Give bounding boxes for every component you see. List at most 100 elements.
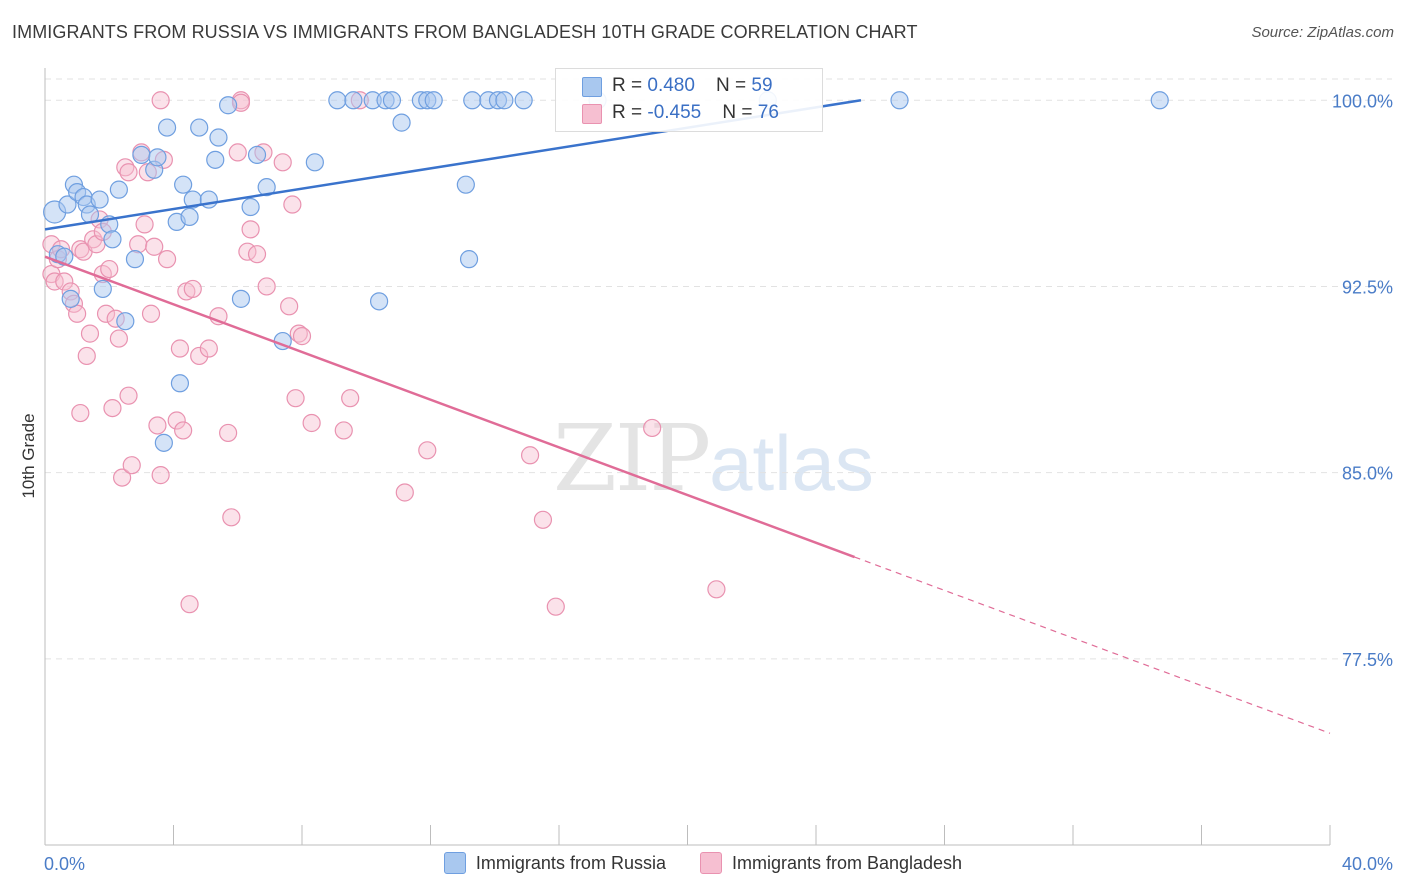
- stats-n-value-russia: 59: [751, 75, 773, 96]
- bangladesh-point-48: [219, 423, 238, 443]
- bangladesh-point-24: [112, 468, 132, 487]
- bangladesh-point-61: [289, 324, 308, 343]
- bangladesh-point-68: [520, 446, 540, 465]
- russia-point-23: [170, 374, 190, 393]
- russia-point-38: [328, 91, 347, 110]
- legend: Immigrants from Russia Immigrants from B…: [0, 852, 1406, 874]
- bangladesh-point-25: [116, 158, 135, 177]
- stats-swatch-bangladesh: [582, 104, 602, 124]
- bangladesh-point-5: [55, 272, 74, 291]
- russia-point-16: [125, 250, 145, 269]
- stats-box: R = 0.480 N = 59 R = -0.455 N = 76: [555, 68, 823, 132]
- legend-label-russia: Immigrants from Russia: [475, 852, 666, 873]
- russia-point-43: [382, 91, 402, 110]
- bangladesh-point-50: [228, 143, 247, 162]
- bangladesh-point-70: [546, 597, 565, 616]
- bangladesh-point-2: [45, 272, 64, 291]
- russia-point-32: [231, 289, 251, 308]
- stats-n-value-bangladesh: 76: [757, 102, 779, 123]
- stats-r-label-russia: R =: [612, 75, 648, 96]
- russia-point-15: [116, 312, 135, 331]
- bangladesh-point-10: [71, 403, 90, 423]
- legend-swatch-russia: [443, 852, 466, 874]
- y-tick-label-0: 100.0%: [1332, 91, 1393, 111]
- bangladesh-point-67: [418, 441, 437, 460]
- bangladesh-point-33: [141, 304, 161, 323]
- bangladesh-point-35: [148, 416, 167, 435]
- axes: [44, 68, 1331, 846]
- russia-point-48: [456, 175, 475, 194]
- bangladesh-point-34: [145, 237, 164, 256]
- russia-points: [43, 91, 1169, 452]
- russia-point-34: [247, 145, 267, 164]
- russia-point-33: [241, 197, 260, 217]
- russia-point-53: [495, 91, 514, 110]
- bangladesh-point-26: [119, 386, 138, 405]
- bangladesh-point-46: [199, 339, 218, 358]
- y-axis-title: 10th Grade: [19, 413, 38, 498]
- russia-point-57: [890, 91, 909, 110]
- stats-swatch-russia: [582, 77, 602, 97]
- bangladesh-point-31: [135, 215, 154, 234]
- bangladesh-point-53: [241, 220, 260, 239]
- bangladesh-point-60: [286, 389, 305, 408]
- russia-point-54: [514, 91, 533, 110]
- bangladesh-point-49: [222, 508, 241, 527]
- bangladesh-point-29: [129, 235, 148, 254]
- bangladesh-point-28: [122, 456, 141, 475]
- bangladesh-point-14: [84, 230, 103, 249]
- bangladesh-point-45: [190, 346, 209, 366]
- russia-point-3: [58, 195, 77, 214]
- bangladesh-trend-extension: [854, 556, 1331, 734]
- bangladesh-point-20: [100, 259, 119, 279]
- bangladesh-point-59: [283, 195, 302, 214]
- russia-point-11: [93, 279, 112, 299]
- bangladesh-point-40: [170, 339, 190, 358]
- bangladesh-point-36: [151, 466, 170, 485]
- y-tick-label-1: 92.5%: [1342, 277, 1393, 297]
- legend-item-bangladesh[interactable]: Immigrants from Bangladesh: [699, 852, 962, 874]
- bangladesh-point-72: [707, 580, 726, 599]
- russia-point-13: [103, 230, 122, 249]
- bangladesh-point-56: [257, 277, 276, 296]
- russia-point-4: [61, 289, 80, 308]
- chart-title: IMMIGRANTS FROM RUSSIA VS IMMIGRANTS FRO…: [12, 22, 918, 42]
- source-credit: Source: ZipAtlas.com: [1251, 24, 1394, 41]
- x-tick-label-left: 0.0%: [44, 854, 85, 874]
- bangladesh-point-19: [96, 304, 116, 323]
- y-tick-label-3: 77.5%: [1342, 650, 1393, 670]
- legend-swatch-bangladesh: [699, 852, 722, 874]
- bangladesh-point-12: [77, 346, 96, 366]
- watermark-atlas: atlas: [709, 419, 874, 507]
- russia-point-14: [109, 180, 128, 199]
- bangladesh-point-71: [643, 418, 662, 438]
- russia-point-17: [132, 145, 151, 164]
- bangladesh-point-27: [119, 163, 138, 182]
- stats-n-label-russia: N =: [716, 75, 752, 96]
- russia-point-37: [305, 153, 324, 172]
- bangladesh-point-58: [280, 297, 299, 316]
- x-tick-label-right: 40.0%: [1342, 854, 1393, 874]
- bangladesh-point-64: [334, 421, 353, 440]
- russia-point-41: [370, 292, 389, 311]
- bangladesh-point-69: [533, 510, 553, 529]
- russia-point-35: [257, 178, 276, 197]
- tick-labels: 100.0% 92.5% 85.0% 77.5% 0.0% 40.0% 10th Grade: [19, 91, 1393, 874]
- y-tick-label-2: 85.0%: [1342, 464, 1393, 484]
- russia-point-21: [157, 118, 177, 137]
- russia-point-29: [206, 150, 225, 169]
- bangladesh-point-54: [247, 245, 267, 264]
- bangladesh-point-13: [80, 324, 100, 343]
- bangladesh-trend-line: [44, 255, 855, 559]
- legend-item-russia[interactable]: Immigrants from Russia: [443, 852, 666, 874]
- russia-point-44: [392, 113, 411, 132]
- bangladesh-point-23: [109, 329, 128, 348]
- russia-point-47: [424, 91, 443, 110]
- russia-point-49: [459, 250, 479, 269]
- trend-lines: [44, 99, 1331, 734]
- russia-point-24: [174, 175, 193, 194]
- bangladesh-point-21: [103, 398, 122, 418]
- bangladesh-point-62: [292, 327, 312, 346]
- russia-point-25: [180, 207, 199, 227]
